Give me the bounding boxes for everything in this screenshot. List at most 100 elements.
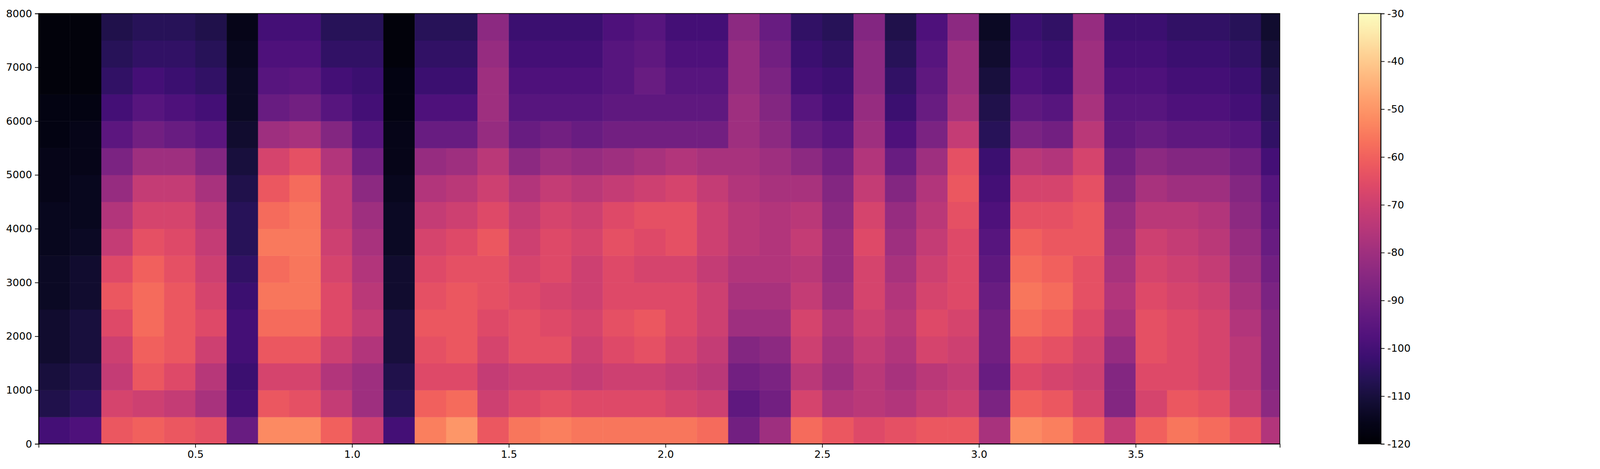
tick-label: -70 bbox=[1387, 199, 1405, 211]
cell bbox=[1010, 13, 1043, 41]
cell bbox=[508, 255, 541, 283]
cell bbox=[978, 282, 1011, 310]
cell bbox=[446, 13, 478, 41]
cell bbox=[947, 201, 980, 229]
cell bbox=[163, 67, 196, 95]
cell bbox=[696, 282, 729, 310]
cell bbox=[540, 309, 572, 337]
cell bbox=[884, 13, 917, 41]
tick-label: -100 bbox=[1387, 342, 1411, 355]
cell bbox=[728, 255, 760, 283]
cell bbox=[728, 13, 760, 41]
cell bbox=[289, 201, 322, 229]
cell bbox=[790, 228, 823, 256]
cell bbox=[853, 228, 886, 256]
cell bbox=[69, 255, 102, 283]
cell bbox=[226, 13, 259, 41]
tick-mark bbox=[34, 443, 39, 445]
tick-mark bbox=[1380, 61, 1385, 63]
cell bbox=[634, 201, 666, 229]
cell bbox=[351, 201, 384, 229]
tick: -110 bbox=[1380, 390, 1411, 403]
cell bbox=[728, 121, 760, 148]
tick-label: -30 bbox=[1387, 7, 1405, 20]
cell bbox=[1198, 67, 1231, 95]
tick-mark bbox=[1380, 396, 1385, 397]
tick: 3.0 bbox=[970, 443, 988, 461]
tick-label: 2.0 bbox=[657, 448, 674, 461]
cell bbox=[101, 363, 134, 391]
cell bbox=[884, 363, 917, 391]
cell bbox=[446, 389, 478, 417]
cell bbox=[320, 363, 353, 391]
cell bbox=[1135, 94, 1168, 122]
cell bbox=[822, 282, 854, 310]
tick: -70 bbox=[1380, 199, 1405, 211]
cell bbox=[69, 228, 102, 256]
tick-mark bbox=[821, 443, 823, 448]
cell bbox=[1010, 147, 1043, 175]
cell bbox=[1167, 282, 1199, 310]
cell bbox=[414, 147, 447, 175]
cell bbox=[132, 121, 165, 148]
cell bbox=[822, 255, 854, 283]
cell bbox=[916, 336, 948, 364]
cell bbox=[446, 121, 478, 148]
cell bbox=[320, 309, 353, 337]
cell bbox=[195, 94, 228, 122]
cell bbox=[195, 282, 228, 310]
cell bbox=[665, 336, 698, 364]
cell bbox=[540, 336, 572, 364]
cell bbox=[69, 389, 102, 417]
cell bbox=[853, 121, 886, 148]
cell bbox=[101, 389, 134, 417]
tick: 0.5 bbox=[187, 443, 204, 461]
cell bbox=[1167, 94, 1199, 122]
cell bbox=[414, 416, 447, 444]
cell bbox=[132, 336, 165, 364]
cell bbox=[1104, 94, 1137, 122]
cell bbox=[1104, 255, 1137, 283]
cell bbox=[978, 336, 1011, 364]
tick-label: 8000 bbox=[6, 7, 33, 20]
tick-label: 1000 bbox=[6, 384, 33, 397]
cell bbox=[1135, 309, 1168, 337]
cell bbox=[1198, 121, 1231, 148]
cell bbox=[665, 174, 698, 202]
cell bbox=[69, 40, 102, 68]
tick-mark bbox=[34, 174, 39, 176]
cell bbox=[132, 389, 165, 417]
cell bbox=[696, 67, 729, 95]
cell bbox=[289, 147, 322, 175]
cell bbox=[978, 228, 1011, 256]
cell bbox=[101, 336, 134, 364]
cell bbox=[696, 147, 729, 175]
cell bbox=[1010, 174, 1043, 202]
cell bbox=[1261, 282, 1280, 310]
cell bbox=[696, 309, 729, 337]
cell bbox=[1261, 363, 1280, 391]
cell bbox=[195, 40, 228, 68]
cell bbox=[665, 309, 698, 337]
tick: 7000 bbox=[6, 61, 39, 74]
cell bbox=[916, 416, 948, 444]
cell bbox=[163, 201, 196, 229]
cell bbox=[414, 228, 447, 256]
cell bbox=[69, 147, 102, 175]
cell bbox=[226, 121, 259, 148]
cell bbox=[1073, 147, 1105, 175]
cell bbox=[508, 363, 541, 391]
cell bbox=[759, 121, 792, 148]
cell bbox=[195, 416, 228, 444]
cell bbox=[759, 336, 792, 364]
cell bbox=[916, 389, 948, 417]
cell bbox=[414, 13, 447, 41]
cell bbox=[1010, 201, 1043, 229]
cell bbox=[1073, 174, 1105, 202]
cell bbox=[853, 94, 886, 122]
tick-label: -90 bbox=[1387, 294, 1405, 307]
tick-mark bbox=[978, 443, 980, 448]
tick-mark bbox=[34, 13, 39, 15]
tick: 2.0 bbox=[657, 443, 674, 461]
cell bbox=[696, 416, 729, 444]
